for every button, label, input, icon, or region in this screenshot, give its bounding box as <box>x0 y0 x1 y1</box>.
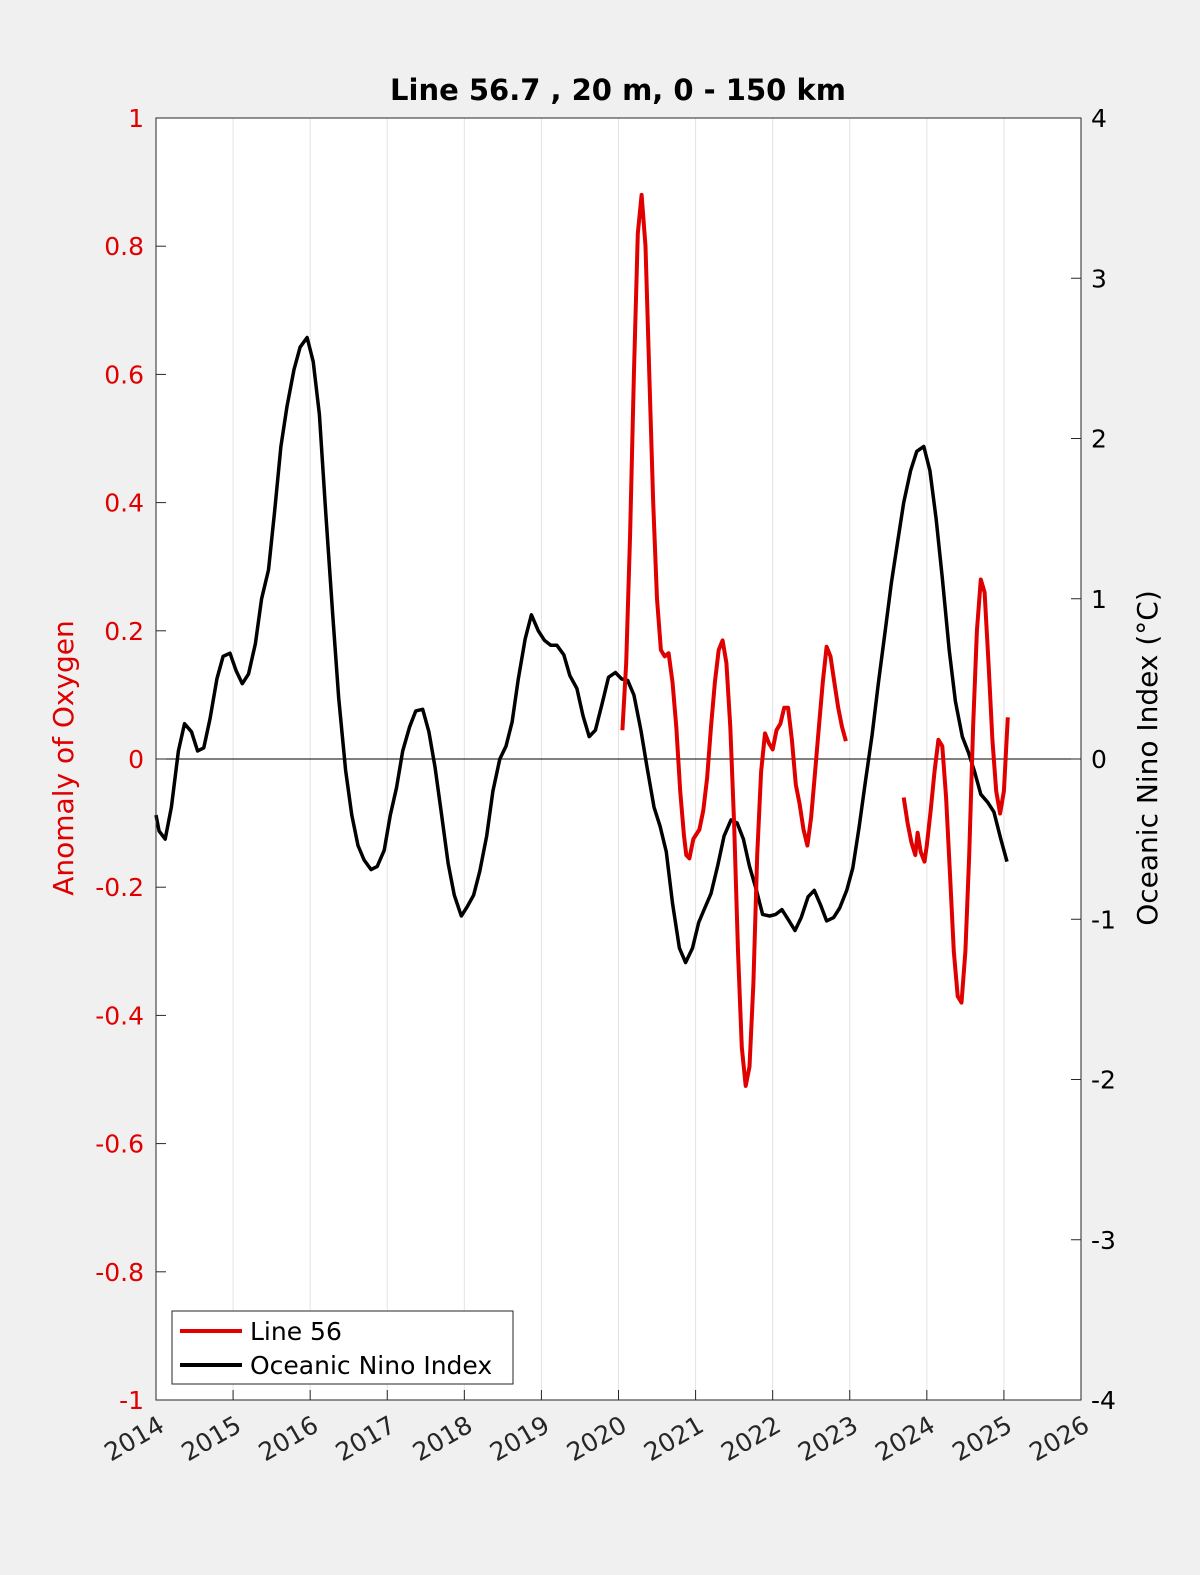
y-right-tick-label: 4 <box>1091 104 1107 133</box>
x-tick-label: 2019 <box>485 1410 555 1467</box>
y-axis-right: -4 -3 -2 -1 0 1 2 3 4 <box>1071 104 1116 1415</box>
y-right-tick-label: -1 <box>1091 905 1116 934</box>
y-left-tick-label: 0 <box>128 745 144 774</box>
x-tick-label: 2018 <box>408 1410 478 1467</box>
series-line56-segment-2 <box>901 577 1010 1005</box>
y-right-tick-label: 2 <box>1091 425 1107 454</box>
legend: Line 56 Oceanic Nino Index <box>171 1310 514 1385</box>
y-left-tick-label: -1 <box>119 1386 144 1415</box>
lines <box>154 192 1010 1088</box>
y-axis-right-label: Oceanic Nino Index (°C) <box>1131 590 1164 926</box>
y-right-tick-label: 1 <box>1091 585 1107 614</box>
y-right-tick-label: -2 <box>1091 1066 1116 1095</box>
y-left-tick-label: -0.6 <box>95 1130 144 1159</box>
x-tick-label: 2024 <box>870 1410 940 1467</box>
x-tick-label: 2014 <box>99 1410 169 1467</box>
x-tick-label: 2015 <box>176 1410 246 1467</box>
legend-box <box>171 1310 514 1385</box>
series-line56-segment-1 <box>620 192 848 1088</box>
y-left-tick-label: -0.2 <box>95 873 144 902</box>
series-oni-line <box>154 335 1009 965</box>
x-tick-label: 2026 <box>1024 1410 1094 1467</box>
y-left-tick-label: 1 <box>128 104 144 133</box>
x-tick-label: 2022 <box>716 1410 786 1467</box>
y-right-tick-label: -3 <box>1091 1226 1116 1255</box>
y-axis-left-label: Anomaly of Oxygen <box>47 620 80 896</box>
x-tick-label: 2025 <box>947 1410 1017 1467</box>
x-axis: 2014 2015 2016 2017 2018 2019 2020 2021 2022 2023… <box>99 1390 1094 1467</box>
chart-title: Line 56.7 , 20 m, 0 - 150 km <box>390 73 846 107</box>
y-left-tick-label: 0.6 <box>104 360 144 389</box>
y-right-tick-label: 0 <box>1091 745 1107 774</box>
y-left-tick-label: 0.8 <box>104 232 144 261</box>
legend-label-line56: Line 56 <box>250 1317 342 1346</box>
y-left-tick-label: -0.4 <box>95 1001 144 1030</box>
y-left-tick-label: -0.8 <box>95 1258 144 1287</box>
x-tick-label: 2020 <box>562 1410 632 1467</box>
y-left-tick-label: 0.4 <box>104 489 144 518</box>
legend-label-oni: Oceanic Nino Index <box>250 1351 492 1380</box>
x-tick-label: 2017 <box>331 1410 401 1467</box>
x-tick-label: 2021 <box>639 1410 709 1467</box>
y-right-tick-label: 3 <box>1091 264 1107 293</box>
x-tick-label: 2016 <box>254 1410 324 1467</box>
y-right-tick-label: -4 <box>1091 1386 1116 1415</box>
y-left-tick-label: 0.2 <box>104 617 144 646</box>
x-tick-label: 2023 <box>793 1410 863 1467</box>
y-axis-left: -1 -0.8 -0.6 -0.4 -0.2 0 0.2 0.4 0.6 0.8 1 <box>95 104 166 1415</box>
